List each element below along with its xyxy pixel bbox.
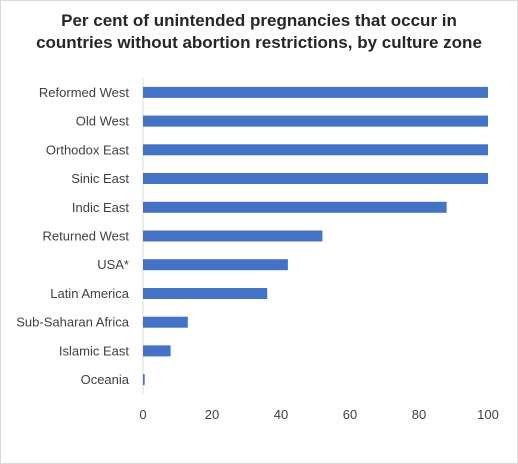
category-label-2: Orthodox East bbox=[46, 142, 129, 157]
category-label-0: Reformed West bbox=[39, 85, 129, 100]
bar-6 bbox=[143, 259, 288, 271]
bar-7 bbox=[143, 288, 268, 299]
category-label-9: Islamic East bbox=[59, 343, 129, 358]
bar-4 bbox=[143, 201, 447, 213]
bar-2 bbox=[143, 144, 488, 156]
category-label-4: Indic East bbox=[72, 200, 129, 215]
x-tick-label-1: 20 bbox=[205, 407, 219, 422]
chart-title: Per cent of unintended pregnancies that … bbox=[0, 10, 518, 54]
bar-9 bbox=[143, 345, 171, 357]
x-tick-label-4: 80 bbox=[412, 407, 426, 422]
x-tick-label-3: 60 bbox=[343, 407, 357, 422]
bar-5 bbox=[143, 230, 323, 242]
bar-3 bbox=[143, 173, 488, 184]
category-label-7: Latin America bbox=[50, 286, 130, 301]
bar-10 bbox=[143, 374, 145, 386]
x-tick-label-0: 0 bbox=[139, 407, 146, 422]
chart-title-line-2: countries without abortion restrictions,… bbox=[36, 33, 482, 52]
bar-1 bbox=[143, 115, 488, 127]
category-label-3: Sinic East bbox=[71, 171, 129, 186]
category-label-6: USA* bbox=[97, 257, 129, 272]
x-tick-label-2: 40 bbox=[274, 407, 288, 422]
category-label-1: Old West bbox=[76, 114, 130, 129]
x-tick-label-5: 100 bbox=[477, 407, 499, 422]
category-label-5: Returned West bbox=[43, 229, 130, 244]
bar-8 bbox=[143, 316, 188, 328]
chart-title-line-1: Per cent of unintended pregnancies that … bbox=[61, 11, 457, 30]
bar-0 bbox=[143, 86, 488, 98]
category-label-8: Sub-Saharan Africa bbox=[16, 315, 130, 330]
category-label-10: Oceania bbox=[81, 372, 130, 387]
